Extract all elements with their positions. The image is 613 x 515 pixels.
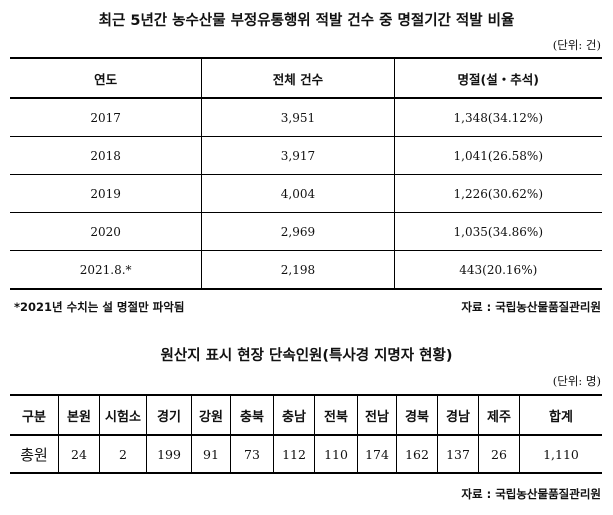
header-year: 연도 [10,58,203,99]
table-row: 2020 2,969 1,035(34.86%) [10,212,602,251]
header-total: 전체 건수 [201,58,395,99]
header-category: 구분 [10,394,59,436]
cell-year: 2021.8.* [10,250,203,290]
table-row: 2017 3,951 1,348(34.12%) [10,98,602,137]
cell-hq: 24 [58,434,100,474]
table2-source: 자료 : 국립농산물품질관리원 [461,487,601,501]
header-gyeongbuk: 경북 [396,394,438,436]
header-jeonbuk: 전북 [314,394,358,436]
enforcement-table: 연도 전체 건수 명절(설・추석) 2017 3,951 1,348(34.12… [10,57,602,290]
table-row: 총원 24 2 199 91 73 112 110 174 162 137 26… [10,434,602,474]
table2-title: 원산지 표시 현장 단속인원(특사경 지명자 현황) [160,348,453,364]
cell-total: 2,198 [201,250,395,290]
header-gyeonggi: 경기 [146,394,192,436]
inspectors-table: 구분 본원 시험소 경기 강원 충북 충남 전북 전남 경북 경남 제주 합계 … [10,394,602,474]
header-jeonnam: 전남 [357,394,397,436]
cell-lab: 2 [99,434,147,474]
header-holiday: 명절(설・추석) [393,58,602,99]
cell-jeju: 26 [478,434,520,474]
cell-holiday: 1,035(34.86%) [393,212,602,251]
header-jeju: 제주 [478,394,520,436]
cell-year: 2018 [10,136,203,175]
cell-total: 4,004 [201,174,395,213]
cell-chungbuk: 73 [230,434,274,474]
cell-gyeongbuk: 162 [396,434,438,474]
cell-jeonbuk: 110 [314,434,358,474]
cell-gyeonggi: 199 [146,434,192,474]
table1-title: 최근 5년간 농수산물 부정유통행위 적발 건수 중 명절기간 적발 비율 [98,13,515,29]
cell-jeonnam: 174 [357,434,397,474]
cell-year: 2020 [10,212,203,251]
header-gyeongnam: 경남 [437,394,479,436]
header-total: 합계 [519,394,602,436]
table1-unit: (단위: 건) [552,38,601,52]
cell-category: 총원 [10,434,59,474]
table-row: 2019 4,004 1,226(30.62%) [10,174,602,213]
header-chungbuk: 충북 [230,394,274,436]
cell-holiday: 1,226(30.62%) [393,174,602,213]
table-row: 2021.8.* 2,198 443(20.16%) [10,250,602,290]
table-row: 2018 3,917 1,041(26.58%) [10,136,602,175]
table-header-row: 연도 전체 건수 명절(설・추석) [10,58,602,99]
cell-total: 1,110 [519,434,602,474]
header-chungnam: 충남 [273,394,315,436]
cell-total: 3,951 [201,98,395,137]
table1-footnote: *2021년 수치는 설 명절만 파악됨 [14,300,185,314]
table1-source: 자료 : 국립농산물품질관리원 [461,300,601,314]
cell-gyeongnam: 137 [437,434,479,474]
cell-total: 3,917 [201,136,395,175]
cell-year: 2017 [10,98,203,137]
header-lab: 시험소 [99,394,147,436]
cell-chungnam: 112 [273,434,315,474]
cell-holiday: 1,041(26.58%) [393,136,602,175]
header-hq: 본원 [58,394,100,436]
cell-holiday: 1,348(34.12%) [393,98,602,137]
cell-year: 2019 [10,174,203,213]
cell-holiday: 443(20.16%) [393,250,602,290]
header-gangwon: 강원 [191,394,231,436]
cell-total: 2,969 [201,212,395,251]
table-header-row: 구분 본원 시험소 경기 강원 충북 충남 전북 전남 경북 경남 제주 합계 [10,394,602,436]
cell-gangwon: 91 [191,434,231,474]
table2-unit: (단위: 명) [552,374,601,388]
